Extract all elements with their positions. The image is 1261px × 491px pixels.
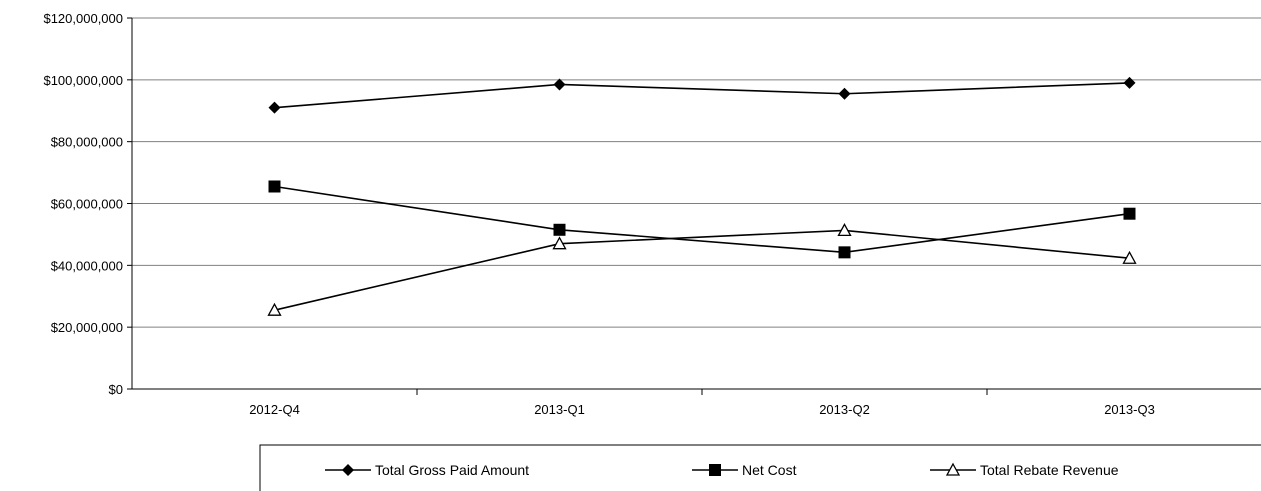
legend-label: Total Gross Paid Amount <box>375 462 529 478</box>
series-total-gross-paid-amount <box>268 76 1136 114</box>
legend-marker <box>709 464 721 476</box>
y-tick-label: $20,000,000 <box>51 320 123 335</box>
series-total-rebate-revenue <box>267 223 1137 316</box>
gridlines <box>132 17 1261 328</box>
y-tick-label: $100,000,000 <box>43 73 123 88</box>
x-axis-ticks: 2012-Q4 2013-Q1 2013-Q2 2013-Q3 <box>249 389 1155 417</box>
series-line <box>274 82 1130 109</box>
y-tick-label: $120,000,000 <box>43 11 123 26</box>
x-tick-label: 2012-Q4 <box>249 402 300 417</box>
legend-box <box>259 444 1261 491</box>
data-point <box>268 180 281 193</box>
y-tick-label: $80,000,000 <box>51 135 123 150</box>
data-point <box>552 236 567 250</box>
data-point <box>1123 76 1136 89</box>
y-axis-ticks: $0 $20,000,000 $40,000,000 $60,000,000 $80,0… <box>43 11 132 397</box>
series-layer <box>267 76 1137 316</box>
legend: Total Gross Paid Amount Net Cost Total Reb… <box>259 444 1261 491</box>
data-point <box>553 78 566 91</box>
series-line <box>274 185 1130 254</box>
data-point <box>838 87 851 100</box>
legend-marker <box>945 462 961 476</box>
data-point <box>268 101 281 114</box>
legend-item: Net Cost <box>692 462 797 478</box>
legend-marker <box>342 464 354 476</box>
y-tick-label: $40,000,000 <box>51 258 123 273</box>
series-line <box>274 229 1130 311</box>
data-point <box>838 246 851 259</box>
legend-label: Total Rebate Revenue <box>980 462 1119 478</box>
data-point <box>837 223 852 237</box>
data-point <box>1123 207 1136 220</box>
x-tick-label: 2013-Q1 <box>534 402 585 417</box>
x-tick-label: 2013-Q3 <box>1104 402 1155 417</box>
data-point <box>553 223 566 236</box>
legend-label: Net Cost <box>742 462 797 478</box>
data-point <box>267 302 282 316</box>
series-net-cost <box>268 180 1136 259</box>
legend-item: Total Rebate Revenue <box>930 462 1119 478</box>
y-tick-label: $60,000,000 <box>51 197 123 212</box>
data-point <box>1122 250 1137 264</box>
y-tick-label: $0 <box>109 382 123 397</box>
x-tick-label: 2013-Q2 <box>819 402 870 417</box>
legend-item: Total Gross Paid Amount <box>325 462 529 478</box>
